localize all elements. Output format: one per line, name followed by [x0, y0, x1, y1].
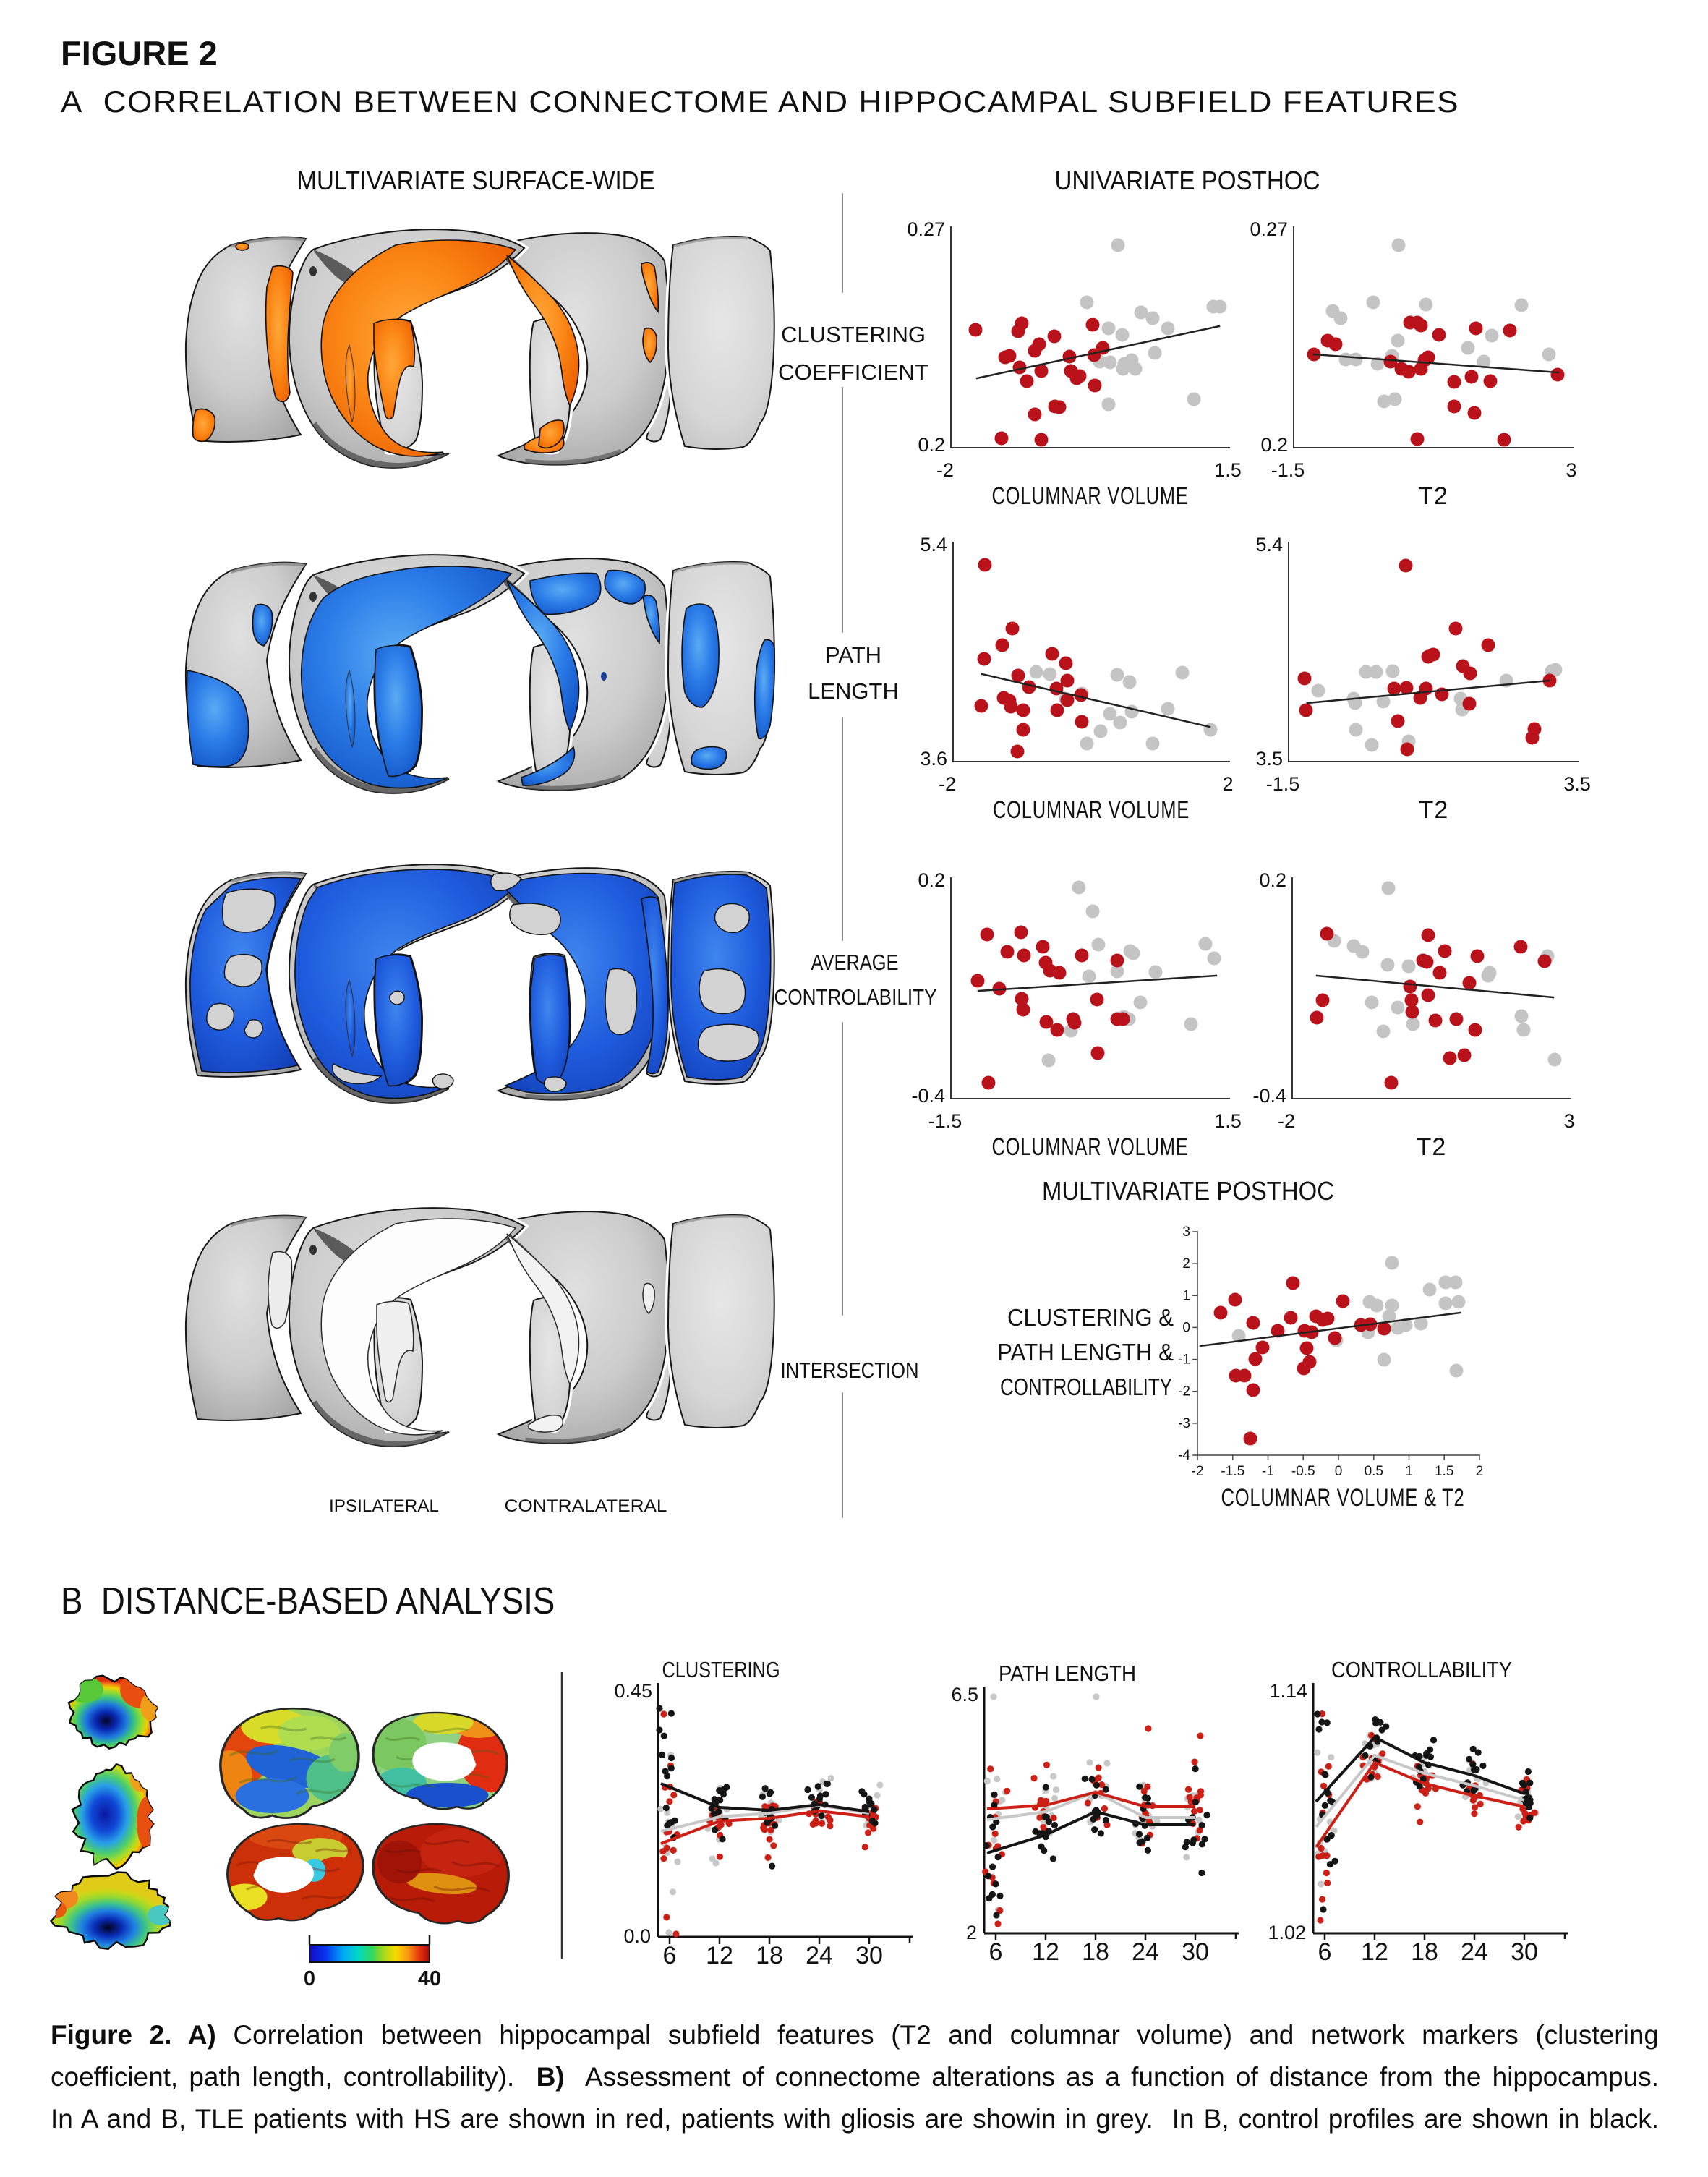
- svg-text:-0.4: -0.4: [911, 1085, 945, 1107]
- svg-text:-1.5: -1.5: [1271, 459, 1305, 481]
- svg-text:-1.5: -1.5: [928, 1110, 962, 1132]
- svg-text:IPSILATERAL: IPSILATERAL: [329, 1496, 439, 1516]
- svg-text:3.5: 3.5: [1255, 748, 1283, 770]
- svg-text:CONTROLLABILITY: CONTROLLABILITY: [1331, 1657, 1512, 1682]
- svg-text:CLUSTERING: CLUSTERING: [662, 1657, 780, 1682]
- svg-text:COEFFICIENT: COEFFICIENT: [778, 359, 928, 385]
- svg-text:0.45: 0.45: [614, 1680, 652, 1702]
- svg-text:-1: -1: [1178, 1352, 1190, 1368]
- svg-text:COLUMNAR VOLUME: COLUMNAR VOLUME: [992, 1133, 1189, 1161]
- svg-text:UNIVARIATE POSTHOC: UNIVARIATE POSTHOC: [1055, 166, 1320, 195]
- svg-text:CONTRALATERAL: CONTRALATERAL: [505, 1496, 667, 1516]
- svg-text:18: 18: [1082, 1938, 1109, 1966]
- svg-text:-1.5: -1.5: [1221, 1464, 1244, 1479]
- svg-text:6: 6: [989, 1938, 1003, 1966]
- svg-text:1: 1: [1405, 1464, 1413, 1479]
- svg-text:0: 0: [304, 1967, 315, 1990]
- svg-text:-3: -3: [1178, 1416, 1190, 1431]
- svg-text:3: 3: [1182, 1224, 1190, 1240]
- svg-text:6.5: 6.5: [951, 1684, 978, 1705]
- svg-text:PATH: PATH: [825, 642, 881, 668]
- svg-text:-4: -4: [1178, 1448, 1190, 1463]
- svg-text:18: 18: [756, 1942, 783, 1969]
- svg-text:24: 24: [806, 1942, 833, 1969]
- svg-text:6: 6: [1318, 1938, 1332, 1966]
- svg-text:-2: -2: [936, 459, 954, 481]
- svg-text:COLUMNAR VOLUME & T2: COLUMNAR VOLUME & T2: [1221, 1484, 1465, 1512]
- svg-text:40: 40: [418, 1967, 441, 1990]
- svg-text:5.4: 5.4: [1255, 534, 1283, 555]
- svg-text:2: 2: [966, 1922, 977, 1943]
- svg-text:LENGTH: LENGTH: [808, 678, 899, 704]
- svg-text:3: 3: [1566, 459, 1576, 481]
- svg-text:T2: T2: [1417, 1133, 1447, 1161]
- svg-text:24: 24: [1132, 1938, 1159, 1966]
- svg-text:MULTIVARIATE POSTHOC: MULTIVARIATE POSTHOC: [1042, 1176, 1334, 1206]
- svg-text:-2: -2: [1178, 1384, 1190, 1400]
- svg-text:-0.5: -0.5: [1291, 1464, 1315, 1479]
- svg-text:CLUSTERING: CLUSTERING: [781, 322, 926, 347]
- svg-text:2: 2: [1222, 773, 1233, 795]
- svg-text:30: 30: [1182, 1938, 1209, 1966]
- svg-text:0.2: 0.2: [1260, 434, 1288, 456]
- svg-text:1.14: 1.14: [1269, 1680, 1307, 1702]
- svg-text:-2: -2: [939, 773, 956, 795]
- svg-text:6: 6: [663, 1942, 677, 1969]
- svg-text:0: 0: [1182, 1320, 1190, 1335]
- svg-text:COLUMNAR VOLUME: COLUMNAR VOLUME: [993, 796, 1190, 824]
- svg-text:0.5: 0.5: [1365, 1464, 1383, 1479]
- svg-text:1.5: 1.5: [1435, 1464, 1453, 1479]
- svg-text:CONTROLABILITY: CONTROLABILITY: [774, 984, 937, 1010]
- svg-text:1.5: 1.5: [1214, 1110, 1242, 1132]
- svg-text:CLUSTERING &: CLUSTERING &: [1007, 1304, 1174, 1331]
- svg-text:T2: T2: [1419, 796, 1449, 824]
- svg-text:0.0: 0.0: [623, 1925, 651, 1947]
- svg-text:-2: -2: [1278, 1110, 1295, 1132]
- svg-text:CONTROLLABILITY: CONTROLLABILITY: [1000, 1373, 1172, 1400]
- svg-text:0.27: 0.27: [907, 218, 945, 240]
- svg-text:0: 0: [1335, 1464, 1343, 1479]
- svg-text:12: 12: [1032, 1938, 1059, 1966]
- svg-text:3.6: 3.6: [920, 748, 947, 770]
- svg-text:30: 30: [1511, 1938, 1538, 1966]
- svg-text:3: 3: [1563, 1110, 1574, 1132]
- svg-text:24: 24: [1461, 1938, 1488, 1966]
- svg-text:0.27: 0.27: [1250, 218, 1288, 240]
- svg-text:AVERAGE: AVERAGE: [811, 950, 899, 975]
- svg-text:MULTIVARIATE SURFACE-WIDE: MULTIVARIATE SURFACE-WIDE: [297, 166, 655, 195]
- svg-text:PATH LENGTH &: PATH LENGTH &: [997, 1339, 1174, 1366]
- svg-text:3.5: 3.5: [1563, 773, 1591, 795]
- svg-text:PATH LENGTH: PATH LENGTH: [999, 1661, 1136, 1686]
- svg-text:18: 18: [1411, 1938, 1438, 1966]
- svg-text:30: 30: [855, 1942, 883, 1969]
- svg-text:1: 1: [1182, 1288, 1190, 1303]
- svg-text:2: 2: [1476, 1464, 1484, 1479]
- svg-text:12: 12: [1361, 1938, 1388, 1966]
- svg-text:T2: T2: [1418, 482, 1448, 510]
- svg-text:5.4: 5.4: [920, 534, 947, 555]
- svg-text:12: 12: [706, 1942, 733, 1969]
- svg-text:1.02: 1.02: [1268, 1922, 1306, 1943]
- svg-text:-1.5: -1.5: [1266, 773, 1300, 795]
- svg-text:0.2: 0.2: [918, 434, 945, 456]
- svg-text:1.5: 1.5: [1214, 459, 1242, 481]
- svg-text:INTERSECTION: INTERSECTION: [781, 1358, 919, 1383]
- svg-text:-2: -2: [1192, 1464, 1204, 1479]
- svg-text:2: 2: [1182, 1256, 1190, 1271]
- svg-text:0.2: 0.2: [918, 869, 945, 891]
- svg-text:COLUMNAR VOLUME: COLUMNAR VOLUME: [992, 482, 1189, 510]
- svg-text:-1: -1: [1262, 1464, 1274, 1479]
- svg-text:-0.4: -0.4: [1252, 1085, 1286, 1107]
- svg-text:0.2: 0.2: [1259, 869, 1286, 891]
